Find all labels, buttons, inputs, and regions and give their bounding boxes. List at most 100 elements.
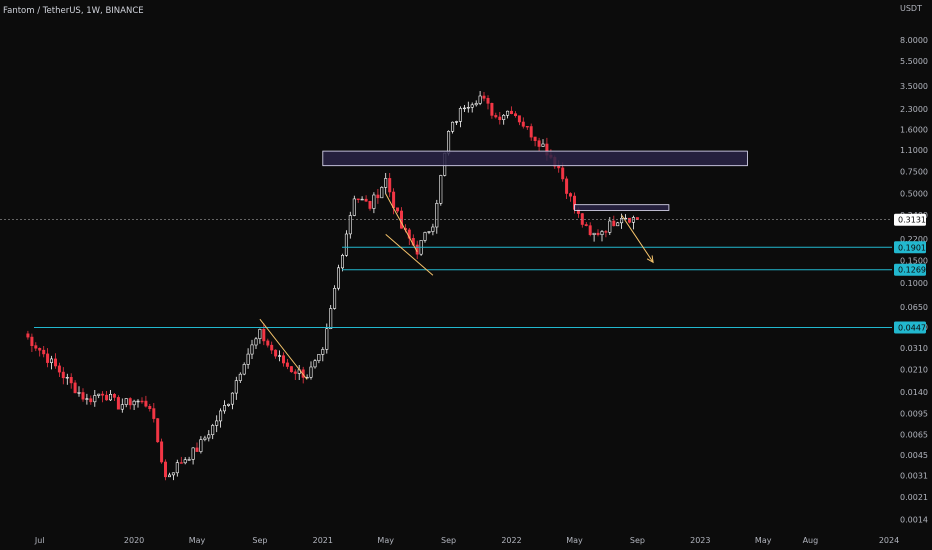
candle-up [321, 349, 325, 355]
candle-down [164, 461, 168, 478]
candle-down [81, 392, 85, 400]
candle-down [73, 382, 77, 394]
candle-down [388, 178, 392, 193]
candle-down [140, 400, 144, 403]
supply-zone[interactable] [322, 150, 748, 167]
candle-down [494, 115, 498, 118]
candle-down [152, 408, 156, 419]
candle-up [458, 108, 462, 122]
candle-up [616, 222, 620, 227]
price-badges: 0.3131 0.1901 0.1269 0.0447 [894, 213, 926, 334]
candle-down [509, 110, 513, 114]
candle-down [116, 397, 120, 410]
price-tick-label: 0.0045 [900, 451, 928, 460]
candle-up [336, 267, 340, 289]
current-price-badge [894, 213, 926, 226]
price-tick-label: 8.0000 [900, 36, 928, 45]
candle-down [486, 98, 490, 104]
candle-up [340, 255, 344, 269]
price-tick-label: 0.1000 [900, 279, 928, 288]
price-tick-label: 0.0031 [900, 471, 928, 480]
level-price-badge-text: 0.0447 [898, 324, 926, 333]
price-tick-label: 1.1000 [900, 146, 928, 155]
candle-down [565, 178, 569, 194]
candle-down [53, 358, 57, 367]
candle-up [466, 107, 470, 109]
candle-down [89, 398, 93, 403]
candle-down [262, 328, 266, 342]
candle-up [120, 404, 124, 410]
candle-up [77, 392, 81, 394]
candle-down [148, 405, 152, 409]
trendline[interactable] [385, 234, 434, 276]
candle-up [329, 308, 333, 330]
candle-up [175, 462, 179, 474]
candle-down [368, 201, 372, 209]
current-price-badge-text: 0.3131 [898, 216, 926, 225]
candle-up [620, 218, 624, 224]
candle-up [183, 459, 187, 464]
projection-arrow-shaft[interactable] [621, 214, 654, 263]
candle-up [242, 364, 246, 375]
candle-down [364, 198, 368, 202]
candle-down [529, 126, 533, 138]
candle-down [105, 394, 109, 401]
price-tick-label: 0.2200 [900, 235, 928, 244]
candle-down [580, 213, 584, 225]
time-tick-label: 2020 [124, 536, 144, 545]
candle-down [30, 336, 34, 347]
candle-up [250, 344, 254, 355]
candle-down [627, 217, 631, 223]
candle-down [289, 366, 293, 373]
candle-down [568, 193, 572, 197]
candle-up [506, 110, 510, 116]
candle-up [97, 393, 101, 396]
candle-down [42, 349, 46, 355]
candle-down [533, 136, 537, 142]
candle-down [128, 398, 132, 406]
candle-down [561, 167, 565, 180]
time-tick-label: May [377, 536, 394, 545]
level-price-badge-text: 0.1269 [898, 266, 926, 275]
candle-up [171, 472, 175, 476]
level-price-badge [894, 263, 926, 276]
time-tick-label: 2024 [879, 536, 899, 545]
candle-up [238, 373, 242, 381]
candle-up [384, 178, 388, 188]
price-tick-label: 0.1500 [900, 257, 928, 266]
candle-up [215, 420, 219, 426]
candle-down [604, 231, 608, 233]
supply-zone[interactable] [574, 204, 670, 211]
candle-down [69, 376, 73, 384]
candle-up [454, 121, 458, 123]
time-axis[interactable]: Jul 2020 May Sep 2021 May Sep 2022 May Sep 2023 May… [34, 536, 899, 545]
candle-up [423, 232, 427, 241]
trendline[interactable] [385, 193, 418, 253]
candle-up [478, 95, 482, 104]
candle-down [26, 333, 30, 338]
trendline[interactable] [259, 318, 308, 380]
candle-up [447, 131, 451, 154]
candle-up [608, 220, 612, 233]
price-tick-label: 3.5000 [900, 82, 928, 91]
candle-up [49, 358, 53, 363]
time-tick-label: 2022 [501, 536, 521, 545]
candle-up [219, 410, 223, 422]
candle-up [136, 400, 140, 403]
candle-up [600, 231, 604, 236]
candle-down [498, 116, 502, 121]
candle-up [278, 355, 282, 357]
candle-up [502, 115, 506, 121]
candles-layer [26, 91, 639, 481]
candle-up [462, 107, 466, 110]
price-tick-label: 0.0210 [900, 365, 928, 374]
price-tick-label: 0.5000 [900, 190, 928, 199]
candle-up [313, 360, 317, 368]
time-tick-label: 2023 [690, 536, 710, 545]
candle-down [270, 344, 274, 351]
candle-up [325, 328, 329, 350]
price-axis[interactable]: 8.0000 5.5000 3.5000 2.3000 1.6000 1.1000 0.75… [900, 36, 928, 524]
candle-down [376, 194, 380, 199]
